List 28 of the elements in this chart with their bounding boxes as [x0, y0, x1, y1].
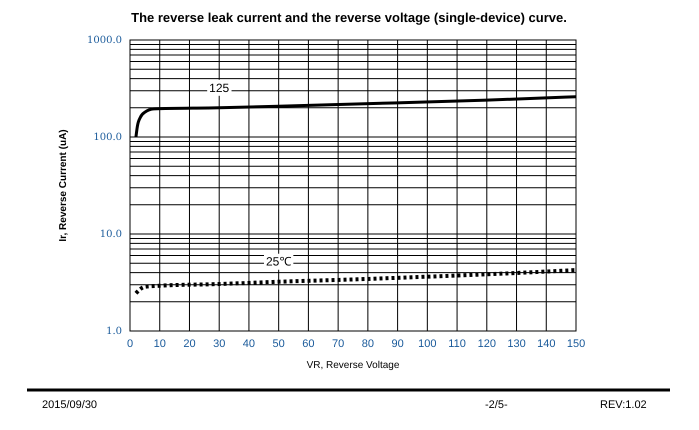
y-tick-label: 1000.0	[87, 35, 122, 46]
x-tick-label: 90	[391, 338, 404, 350]
x-tick-label: 130	[507, 338, 526, 350]
text: REV:1.02	[600, 399, 647, 411]
y-tick-label: 100.0	[93, 132, 122, 144]
x-axis-title: VR, Reverse Voltage	[306, 360, 400, 371]
x-tick-label: 140	[537, 338, 556, 350]
x-tick-label: 110	[448, 338, 466, 350]
x-tick-label: 80	[362, 338, 374, 350]
y-axis-title: Ir, Reverse Current (uA)	[58, 129, 69, 242]
x-tick-label: 60	[302, 338, 315, 350]
series-label: 25℃	[266, 254, 292, 269]
x-tick-label: 20	[183, 338, 196, 350]
series-label: 125	[209, 80, 230, 95]
text: 2015/09/30	[42, 399, 98, 411]
x-tick-label: 50	[272, 338, 285, 350]
text: -2/5-	[485, 399, 508, 411]
x-tick-label: 30	[213, 338, 226, 350]
x-tick-label: 40	[242, 338, 256, 350]
x-tick-label: 100	[418, 338, 437, 350]
x-tick-label: 70	[332, 338, 344, 350]
y-tick-label: 1.0	[106, 326, 122, 338]
x-tick-label: 150	[566, 338, 586, 350]
x-tick-label: 0	[126, 338, 134, 350]
chart-title: The reverse leak current and the reverse voltage (single-device) curve.	[131, 10, 567, 25]
y-tick-label: 10.0	[100, 229, 122, 240]
x-tick-label: 10	[154, 338, 166, 350]
x-tick-label: 120	[478, 338, 496, 350]
